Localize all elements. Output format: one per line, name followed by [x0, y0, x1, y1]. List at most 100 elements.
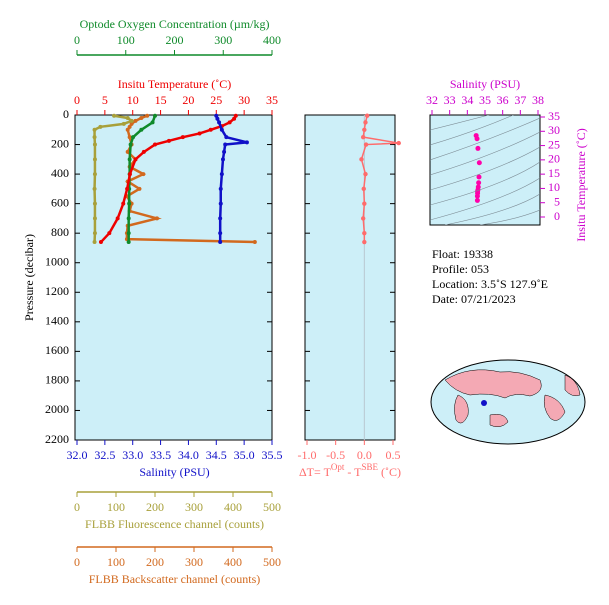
x-tick-label: 200: [146, 555, 164, 569]
profile-point: [121, 121, 126, 126]
profile-point: [220, 157, 225, 162]
x-tick-label: -1.0: [298, 448, 317, 462]
location-map: [430, 359, 586, 445]
plots: 0200400600800100012001400160018002000220…: [22, 17, 588, 586]
profile-point: [128, 142, 133, 147]
profile-point: [125, 115, 130, 120]
profile-point: [92, 186, 97, 191]
profile-point: [208, 127, 213, 132]
x-tick-label: 200: [166, 33, 184, 47]
ts-point: [475, 145, 481, 151]
profile-point: [180, 135, 185, 140]
x-tick-label: 34: [461, 93, 473, 107]
ts-point: [476, 174, 482, 180]
profile-point: [92, 231, 97, 236]
y-tick-label: 1400: [45, 314, 69, 328]
y-tick-label: 1600: [45, 343, 69, 357]
x-tick-label: 0: [74, 555, 80, 569]
x-tick-label: 100: [107, 500, 125, 514]
x-tick-label: 0: [74, 93, 80, 107]
x-axis-title-part: - T: [344, 465, 362, 479]
profile-point: [219, 172, 224, 177]
y-tick-label: 5: [554, 194, 560, 208]
x-tick-label: 20: [182, 93, 194, 107]
x-tick-label: 35.5: [262, 448, 283, 462]
profile-point: [92, 240, 97, 245]
profile-point: [125, 127, 130, 132]
delta-point: [360, 216, 366, 221]
y-tick-label: 15: [548, 166, 560, 180]
profile-point: [112, 113, 117, 118]
delta-point: [361, 186, 366, 192]
profile-point: [126, 240, 131, 245]
info-line: Float: 19338: [432, 247, 493, 261]
info-line: Location: 3.5˚S 127.9˚E: [432, 277, 548, 291]
y-tick-label: 0: [63, 107, 69, 121]
profile-point: [217, 120, 222, 125]
y-tick-label: 1000: [45, 254, 69, 268]
profile-point: [126, 216, 131, 221]
x-tick-label: 0.5: [386, 448, 401, 462]
y-axis-title: Pressure (decibar): [22, 234, 36, 321]
profile-point: [127, 135, 132, 140]
x-tick-label: 300: [214, 33, 232, 47]
profile-point: [129, 118, 134, 123]
x-tick-label: 33: [444, 93, 456, 107]
profile-point: [129, 121, 134, 126]
x-tick-label: 32.5: [94, 448, 115, 462]
profile-point: [218, 201, 223, 206]
x-tick-label: 25: [210, 93, 222, 107]
ts-point: [474, 197, 480, 203]
x-tick-label: 300: [185, 500, 203, 514]
y-tick-label: 20: [548, 152, 560, 166]
info-block: Float: 19338 Profile: 053 Location: 3.5˚…: [432, 247, 548, 306]
x-axis-title-part: ΔT= T: [299, 465, 332, 479]
profile-point: [139, 115, 144, 120]
ts-point: [476, 180, 482, 186]
profile-point: [92, 201, 97, 206]
profile-point: [121, 201, 126, 206]
y-axis-title: Insitu Temperature (˚C): [574, 128, 588, 242]
delta-point: [363, 171, 368, 177]
profile-point: [127, 124, 132, 129]
y-tick-label: 2000: [45, 402, 69, 416]
x-tick-label: 5: [102, 93, 108, 107]
x-axis-title: FLBB Backscatter channel (counts): [89, 572, 261, 586]
delta-point: [359, 157, 364, 162]
profile-point: [222, 149, 227, 154]
profile-point: [227, 120, 232, 125]
profile-point: [125, 186, 130, 191]
profile-point: [141, 172, 146, 177]
profile-point: [252, 240, 257, 245]
info-line: Date: 07/21/2023: [432, 292, 516, 306]
x-tick-label: 35: [266, 93, 278, 107]
profile-point: [215, 116, 220, 121]
profile-point: [127, 172, 132, 177]
x-tick-label: 100: [107, 555, 125, 569]
profile-point: [131, 135, 136, 140]
profile-point: [92, 216, 97, 221]
x-tick-label: 200: [146, 500, 164, 514]
x-tick-label: 38: [532, 93, 544, 107]
delta-point: [362, 230, 367, 236]
profile-point: [197, 131, 202, 136]
x-tick-label: 0.0: [357, 448, 372, 462]
x-tick-label: 500: [263, 500, 281, 514]
y-tick-label: 30: [548, 123, 560, 137]
profile-point: [218, 231, 223, 236]
x-tick-label: 33.0: [122, 448, 143, 462]
profile-point: [92, 135, 97, 140]
x-axis-title: Optode Oxygen Concentration (µm/kg): [80, 17, 270, 31]
x-axis-title-part: Opt: [331, 462, 345, 472]
delta-point: [362, 201, 367, 206]
profile-point: [166, 138, 171, 143]
y-tick-label: 35: [548, 109, 560, 123]
x-tick-label: 35: [479, 93, 491, 107]
profile-point: [219, 127, 224, 132]
profile-point: [92, 157, 97, 162]
x-tick-label: -0.5: [326, 448, 345, 462]
profile-point: [133, 157, 138, 162]
delta-point: [362, 127, 367, 132]
x-tick-label: 0: [74, 500, 80, 514]
